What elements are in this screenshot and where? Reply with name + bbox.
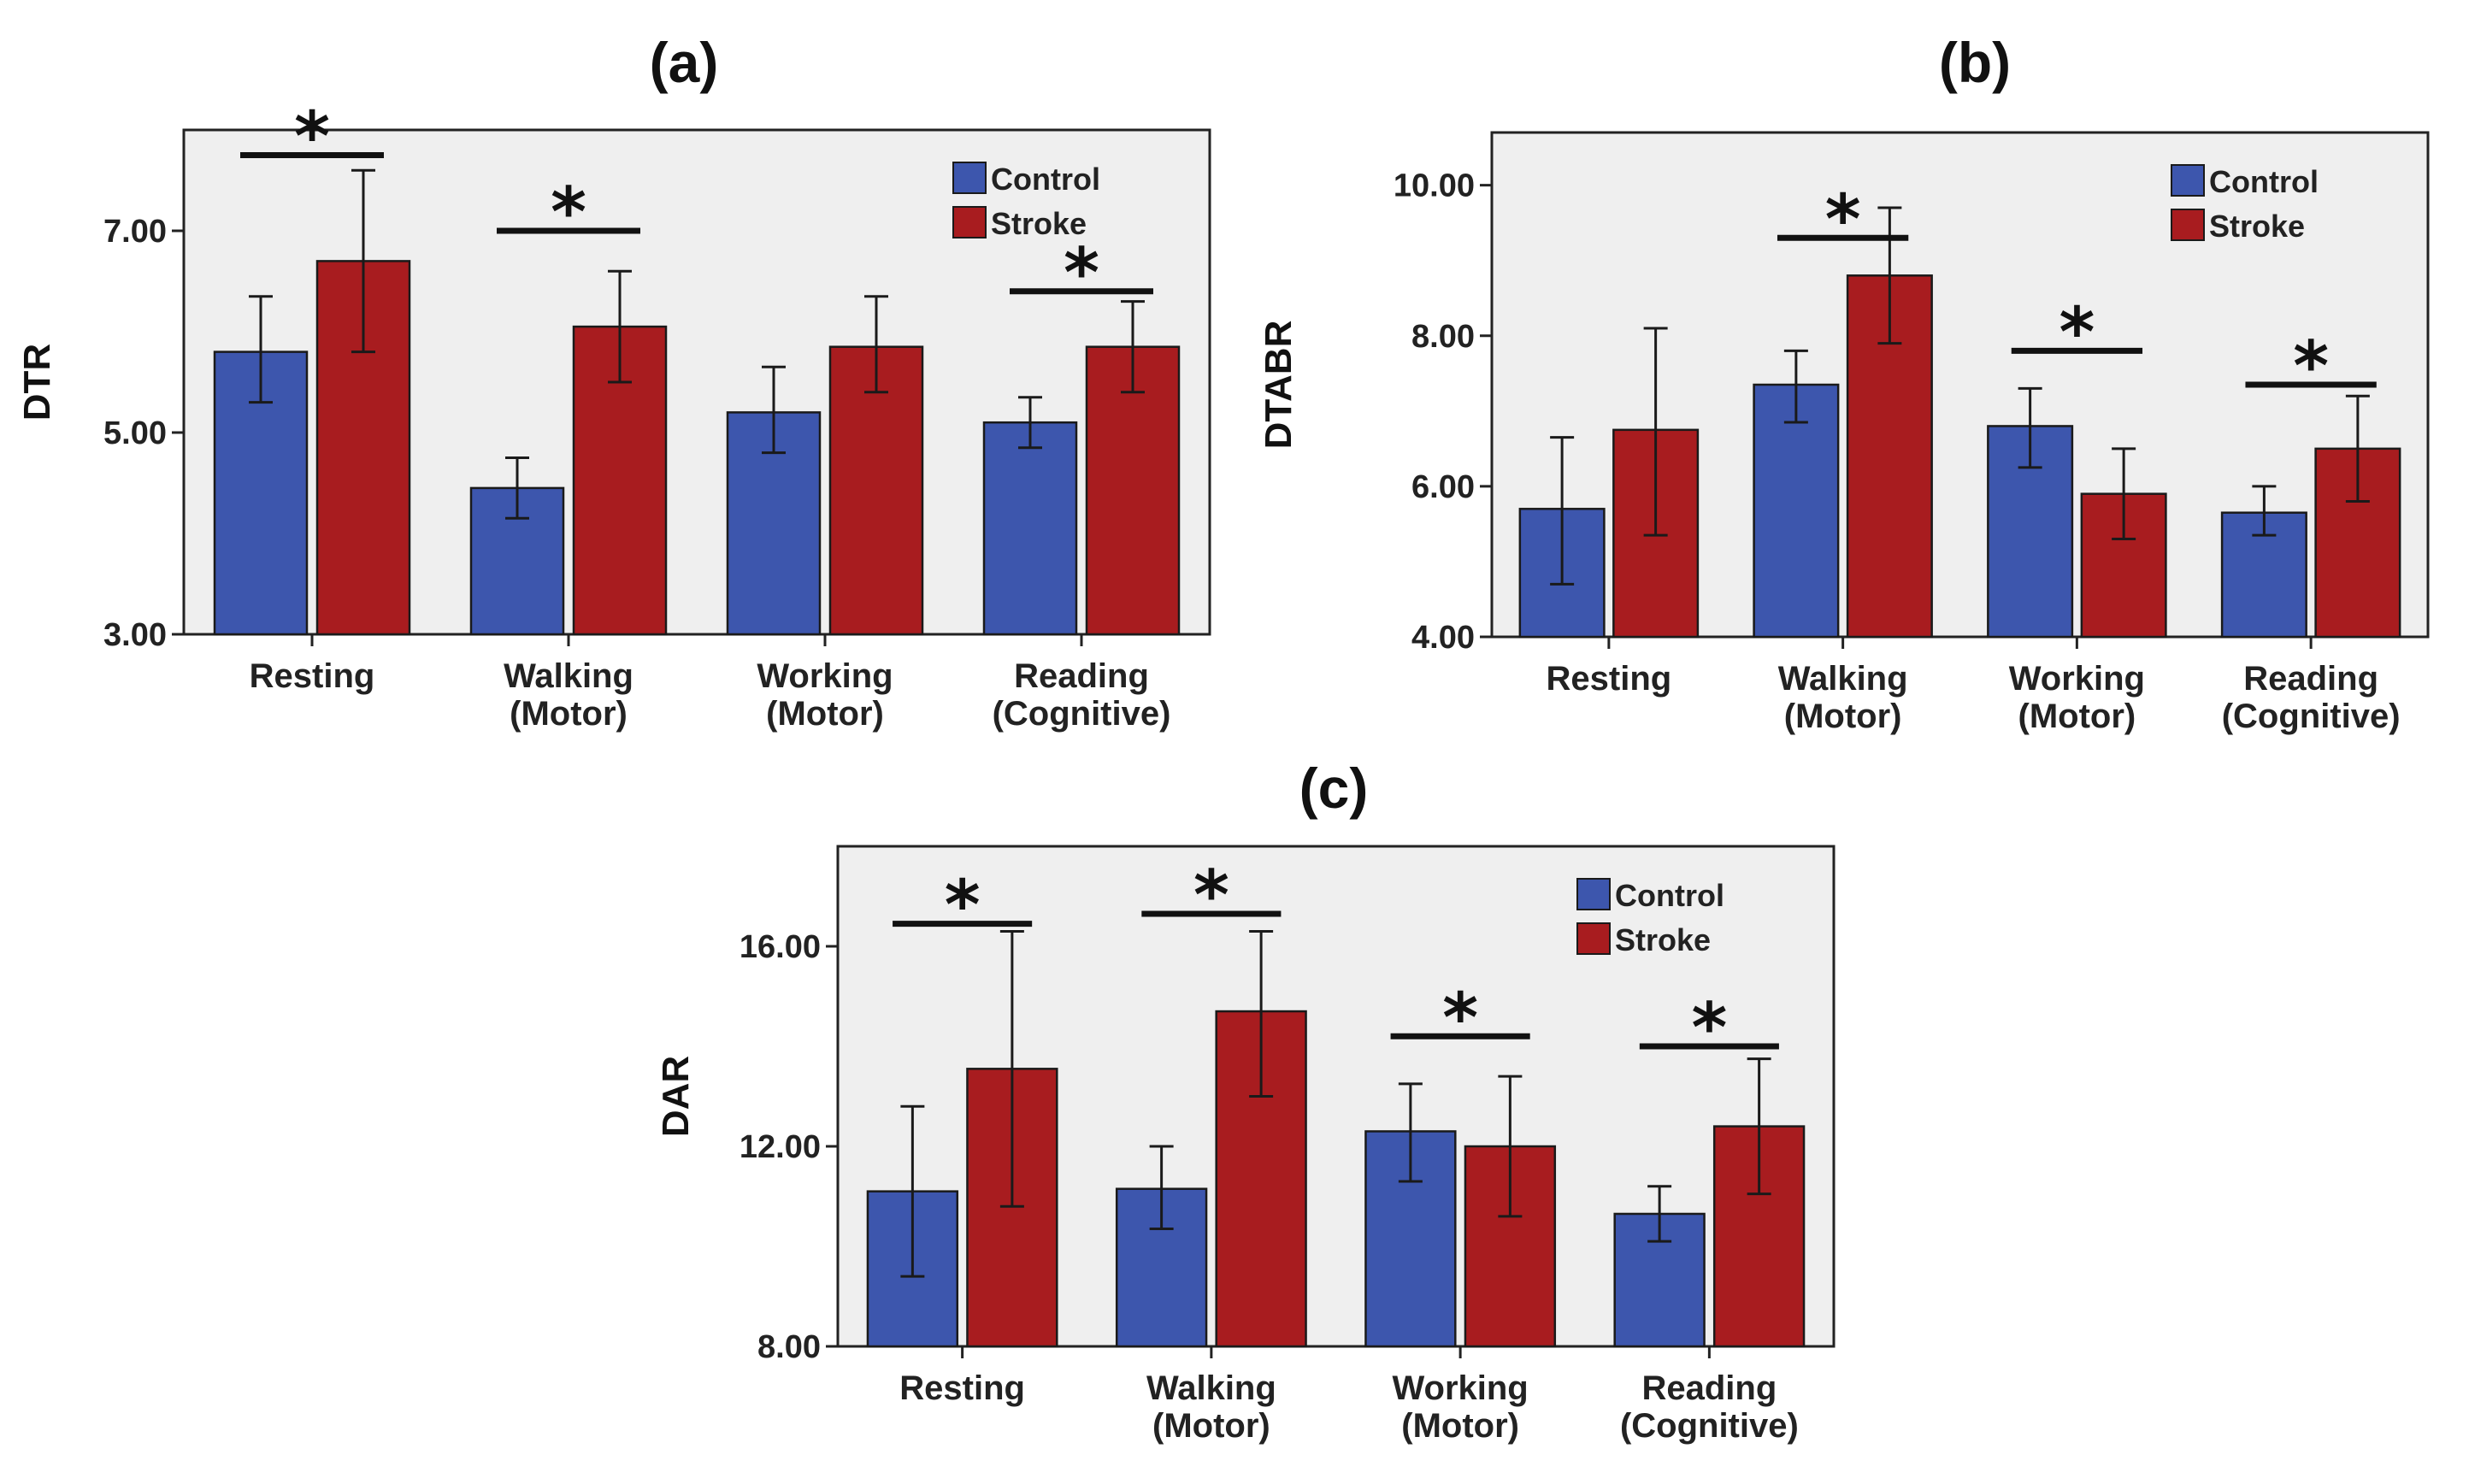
significance-star: * [945, 866, 981, 945]
x-tick-label: (Motor) [1784, 698, 1902, 735]
panel-title: (c) [1299, 757, 1369, 820]
significance-star: * [1691, 988, 1727, 1068]
y-tick-label: 5.00 [103, 415, 167, 451]
x-tick-label: Resting [899, 1369, 1025, 1407]
legend-label-control: Control [2209, 164, 2319, 199]
x-tick-label: (Cognitive) [2222, 698, 2401, 735]
x-tick-label: Walking [1146, 1369, 1276, 1407]
y-axis-label: DTR [16, 344, 58, 421]
x-tick-label: (Motor) [2018, 698, 2136, 735]
y-tick-label: 8.00 [1411, 319, 1475, 355]
y-axis-label: DTABR [1258, 321, 1299, 450]
bar-control [982, 421, 1078, 636]
bar-stroke [828, 345, 924, 636]
legend-swatch-control [1576, 878, 1611, 910]
x-tick-label: (Motor) [766, 695, 884, 733]
x-tick-label: Working [2009, 660, 2145, 698]
panel-title: (b) [1939, 31, 2011, 94]
legend-label-control: Control [1615, 878, 1724, 913]
x-tick-label: Walking [1778, 660, 1908, 698]
significance-star: * [2293, 327, 2329, 406]
y-tick-label: 7.00 [103, 214, 167, 250]
x-tick-label: Resting [1547, 660, 1672, 698]
x-tick-label: (Motor) [510, 695, 628, 733]
significance-star: * [1064, 233, 1099, 313]
x-tick-label: (Motor) [1401, 1407, 1519, 1445]
y-tick-label: 6.00 [1411, 469, 1475, 505]
x-tick-label: Resting [250, 657, 375, 695]
panel-title: (a) [650, 31, 719, 94]
significance-star: * [1825, 180, 1861, 259]
x-tick-label: Reading [1014, 657, 1149, 695]
x-tick-label: Working [757, 657, 893, 695]
significance-star: * [1442, 978, 1478, 1057]
bar-control [2220, 511, 2307, 639]
y-tick-label: 16.00 [740, 929, 821, 965]
legend-label-stroke: Stroke [2209, 209, 2305, 244]
x-tick-label: (Motor) [1152, 1407, 1270, 1445]
legend-swatch-stroke [952, 206, 987, 238]
y-tick-label: 3.00 [103, 617, 167, 653]
legend-swatch-control [952, 162, 987, 194]
x-tick-label: (Cognitive) [1620, 1407, 1799, 1445]
significance-star: * [1193, 856, 1229, 935]
legend-swatch-control [2171, 164, 2205, 197]
y-tick-label: 10.00 [1394, 168, 1475, 204]
y-axis-label: DAR [655, 1056, 697, 1137]
significance-star: * [294, 97, 330, 177]
legend-swatch-stroke [2171, 209, 2205, 241]
y-tick-label: 4.00 [1411, 620, 1475, 656]
significance-star: * [551, 173, 586, 252]
bar-stroke [1085, 345, 1181, 636]
y-tick-label: 8.00 [757, 1329, 821, 1365]
legend-label-stroke: Stroke [1615, 922, 1711, 957]
significance-star: * [2059, 292, 2095, 372]
legend-label-stroke: Stroke [991, 206, 1087, 241]
legend-label-control: Control [991, 162, 1100, 197]
x-tick-label: Reading [2243, 660, 2378, 698]
x-tick-label: Walking [504, 657, 633, 695]
x-tick-label: Working [1392, 1369, 1528, 1407]
legend-swatch-stroke [1576, 922, 1611, 955]
bar-control [1753, 383, 1840, 639]
x-tick-label: (Cognitive) [993, 695, 1171, 733]
y-tick-label: 12.00 [740, 1129, 821, 1165]
x-tick-label: Reading [1641, 1369, 1777, 1407]
